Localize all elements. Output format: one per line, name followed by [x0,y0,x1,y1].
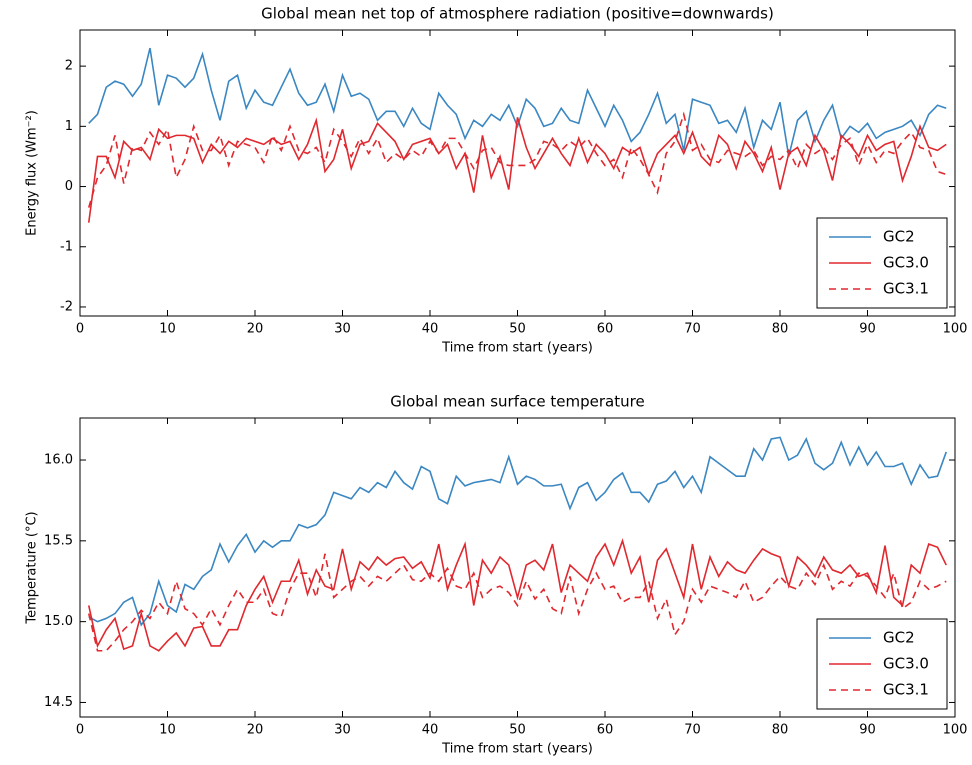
data-line [87,553,947,652]
x-tick-label: 100 [943,723,968,738]
x-tick-label: 20 [247,322,264,337]
x-tick-label: 70 [684,723,701,738]
plot: Global mean surface temperature 0 10 20 30 40… [25,393,968,757]
y-tick-label: -2 [60,299,73,314]
x-axis-label: Time from start (years) [441,742,593,757]
legend-label: GC2 [883,228,915,246]
x-tick-label: 80 [772,723,789,738]
x-tick-label: 50 [509,723,526,738]
y-tick-label: 14.5 [44,695,73,710]
data-line [87,111,947,208]
data-line [87,538,947,652]
x-tick-label: 50 [509,322,526,337]
legend-label: GC3.0 [883,655,929,673]
x-tick-label: 0 [76,723,84,738]
data-line [88,436,948,627]
plot-frame [79,29,956,317]
y-tick-label: 16.0 [44,453,73,468]
x-tick-label: 60 [597,723,614,738]
x-tick-label: 40 [422,723,439,738]
x-tick-label: 30 [334,322,351,337]
x-tick-label: 20 [247,723,264,738]
y-axis-label: Temperature (°C) [25,511,40,624]
chart-title: Global mean surface temperature [390,393,644,411]
x-tick-label: 60 [597,322,614,337]
x-tick-label: 90 [859,723,876,738]
legend-label: GC3.1 [883,681,929,699]
plot: Global mean net top of atmosphere radiat… [25,5,968,356]
legend: GC2 GC3.0 GC3.1 [816,618,948,710]
legend: GC2 GC3.0 GC3.1 [816,217,948,309]
x-tick-label: 30 [334,723,351,738]
x-tick-label: 100 [943,322,968,337]
x-axis-label: Time from start (years) [441,341,593,356]
y-tick-label: 2 [65,59,73,74]
x-tick-label: 40 [422,322,439,337]
data-line [87,117,947,223]
legend-label: GC3.1 [883,280,929,298]
x-tick-label: 10 [159,322,176,337]
y-tick-label: 15.0 [44,614,73,629]
legend-label: GC2 [883,629,915,647]
y-tick-label: 15.5 [44,533,73,548]
x-tick-label: 0 [76,322,84,337]
legend-label: GC3.0 [883,254,929,272]
x-tick-label: 90 [859,322,876,337]
y-axis-label: Energy flux (Wm⁻²) [25,110,40,236]
data-line [88,47,947,157]
y-tick-label: 0 [65,179,73,194]
x-tick-label: 70 [684,322,701,337]
plot-frame [79,417,956,718]
x-tick-label: 80 [772,322,789,337]
y-tick-label: -1 [60,239,73,254]
x-tick-label: 10 [159,723,176,738]
chart-title: Global mean net top of atmosphere radiat… [261,5,774,23]
y-tick-label: 1 [65,119,73,134]
